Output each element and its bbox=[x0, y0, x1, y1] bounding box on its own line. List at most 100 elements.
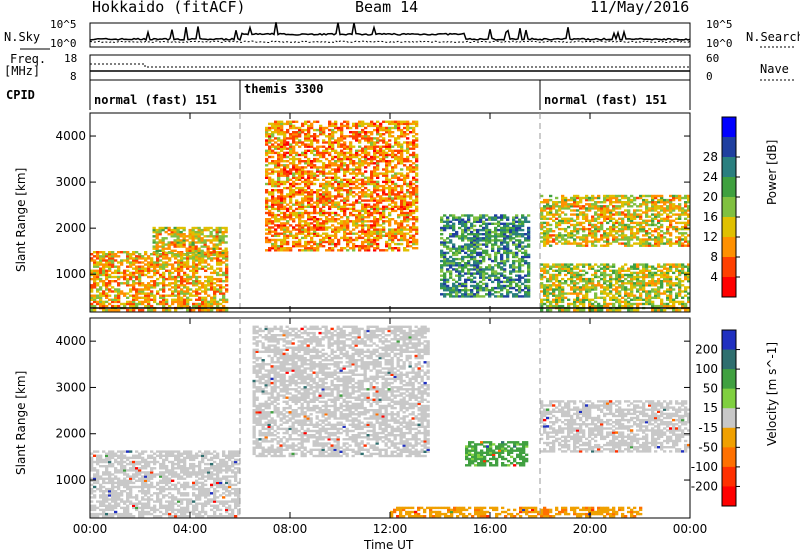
heatmap-cell bbox=[274, 213, 278, 217]
heatmap-cell bbox=[552, 290, 556, 293]
heatmap-cell bbox=[212, 245, 216, 248]
heatmap-cell bbox=[301, 197, 305, 200]
heatmap-cell bbox=[298, 178, 302, 181]
heatmap-cell bbox=[397, 207, 401, 211]
heatmap-cell bbox=[476, 262, 480, 265]
heatmap-cell bbox=[443, 282, 447, 286]
heatmap-cell bbox=[684, 211, 688, 214]
heatmap-cell bbox=[675, 240, 679, 243]
heatmap-cell bbox=[349, 213, 353, 217]
heatmap-cell bbox=[328, 226, 332, 229]
heatmap-cell bbox=[630, 205, 634, 208]
heatmap-cell bbox=[343, 182, 347, 186]
heatmap-cell bbox=[337, 160, 341, 163]
heatmap-cell bbox=[271, 213, 275, 217]
heatmap-cell bbox=[283, 240, 287, 244]
heatmap-cell bbox=[274, 242, 278, 246]
heatmap-cell bbox=[373, 180, 377, 184]
heatmap-cell bbox=[277, 207, 281, 211]
heatmap-cell bbox=[582, 234, 586, 237]
heatmap-cell bbox=[340, 184, 344, 188]
heatmap-cell bbox=[185, 253, 189, 257]
heatmap-cell bbox=[412, 145, 416, 148]
heatmap-cell bbox=[521, 251, 525, 255]
heatmap-cell bbox=[331, 124, 335, 128]
heatmap-cell bbox=[540, 263, 544, 266]
heatmap-cell bbox=[382, 184, 386, 188]
heatmap-cell bbox=[376, 207, 380, 211]
heatmap-cell bbox=[316, 203, 320, 206]
heatmap-cell bbox=[108, 298, 112, 301]
heatmap-cell bbox=[669, 201, 673, 204]
heatmap-cell bbox=[412, 234, 416, 237]
heatmap-cell bbox=[352, 145, 356, 148]
heatmap-cell bbox=[672, 219, 676, 222]
heatmap-cell bbox=[397, 149, 401, 152]
heatmap-cell bbox=[346, 195, 350, 198]
heatmap-cell bbox=[394, 149, 398, 152]
heatmap-cell bbox=[573, 230, 577, 233]
heatmap-cell bbox=[397, 249, 401, 252]
heatmap-cell bbox=[573, 284, 577, 287]
heatmap-cell bbox=[494, 239, 498, 242]
heatmap-cell bbox=[645, 242, 649, 245]
heatmap-cell bbox=[373, 203, 377, 206]
heatmap-cell bbox=[663, 209, 667, 212]
heatmap-cell bbox=[162, 277, 166, 281]
heatmap-cell bbox=[639, 196, 643, 200]
heatmap-cell bbox=[443, 241, 447, 244]
heatmap-cell bbox=[99, 251, 103, 254]
nsky-label: N.Sky bbox=[4, 30, 41, 44]
heatmap-cell bbox=[585, 234, 589, 237]
heatmap-cell bbox=[334, 232, 338, 235]
heatmap-cell bbox=[108, 265, 112, 268]
heatmap-cell bbox=[265, 249, 269, 252]
heatmap-cell bbox=[639, 215, 643, 218]
heatmap-cell bbox=[464, 247, 468, 250]
heatmap-cell bbox=[141, 282, 145, 285]
heatmap-cell bbox=[277, 122, 281, 126]
heatmap-cell bbox=[349, 168, 353, 171]
heatmap-cell bbox=[406, 168, 410, 171]
heatmap-cell bbox=[343, 230, 347, 233]
heatmap-cell bbox=[509, 272, 513, 275]
heatmap-cell bbox=[170, 235, 174, 238]
heatmap-cell bbox=[304, 224, 308, 227]
heatmap-cell bbox=[167, 228, 171, 232]
heatmap-cell bbox=[440, 293, 444, 296]
heatmap-cell bbox=[198, 302, 202, 306]
heatmap-cell bbox=[415, 220, 419, 223]
heatmap-cell bbox=[289, 218, 293, 221]
heatmap-cell bbox=[579, 221, 583, 225]
heatmap-cell bbox=[289, 247, 293, 250]
heatmap-cell bbox=[138, 275, 142, 279]
heatmap-cell bbox=[111, 251, 115, 254]
heatmap-cell bbox=[391, 160, 395, 163]
heatmap-cell bbox=[346, 207, 350, 211]
heatmap-cell bbox=[558, 300, 562, 304]
heatmap-cell bbox=[93, 280, 97, 283]
heatmap-cell bbox=[304, 145, 308, 148]
heatmap-cell bbox=[355, 180, 359, 184]
heatmap-cell bbox=[191, 233, 195, 236]
heatmap-cell bbox=[183, 304, 187, 308]
heatmap-cell bbox=[90, 284, 94, 287]
heatmap-cell bbox=[298, 135, 302, 138]
heatmap-cell bbox=[654, 196, 658, 200]
heatmap-cell bbox=[225, 259, 229, 262]
heatmap-cell bbox=[307, 216, 311, 219]
heatmap-cell bbox=[443, 228, 447, 232]
heatmap-cell bbox=[310, 222, 314, 225]
heatmap-cell bbox=[271, 143, 275, 146]
heatmap-cell bbox=[93, 296, 97, 299]
heatmap-cell bbox=[546, 296, 550, 299]
heatmap-cell bbox=[385, 166, 389, 169]
heatmap-cell bbox=[144, 269, 148, 272]
heatmap-cell bbox=[265, 191, 269, 194]
heatmap-cell bbox=[558, 267, 562, 270]
heatmap-cell bbox=[645, 203, 649, 206]
heatmap-cell bbox=[406, 201, 410, 204]
heatmap-cell bbox=[117, 275, 121, 279]
heatmap-cell bbox=[319, 151, 323, 155]
heatmap-cell bbox=[373, 247, 377, 250]
